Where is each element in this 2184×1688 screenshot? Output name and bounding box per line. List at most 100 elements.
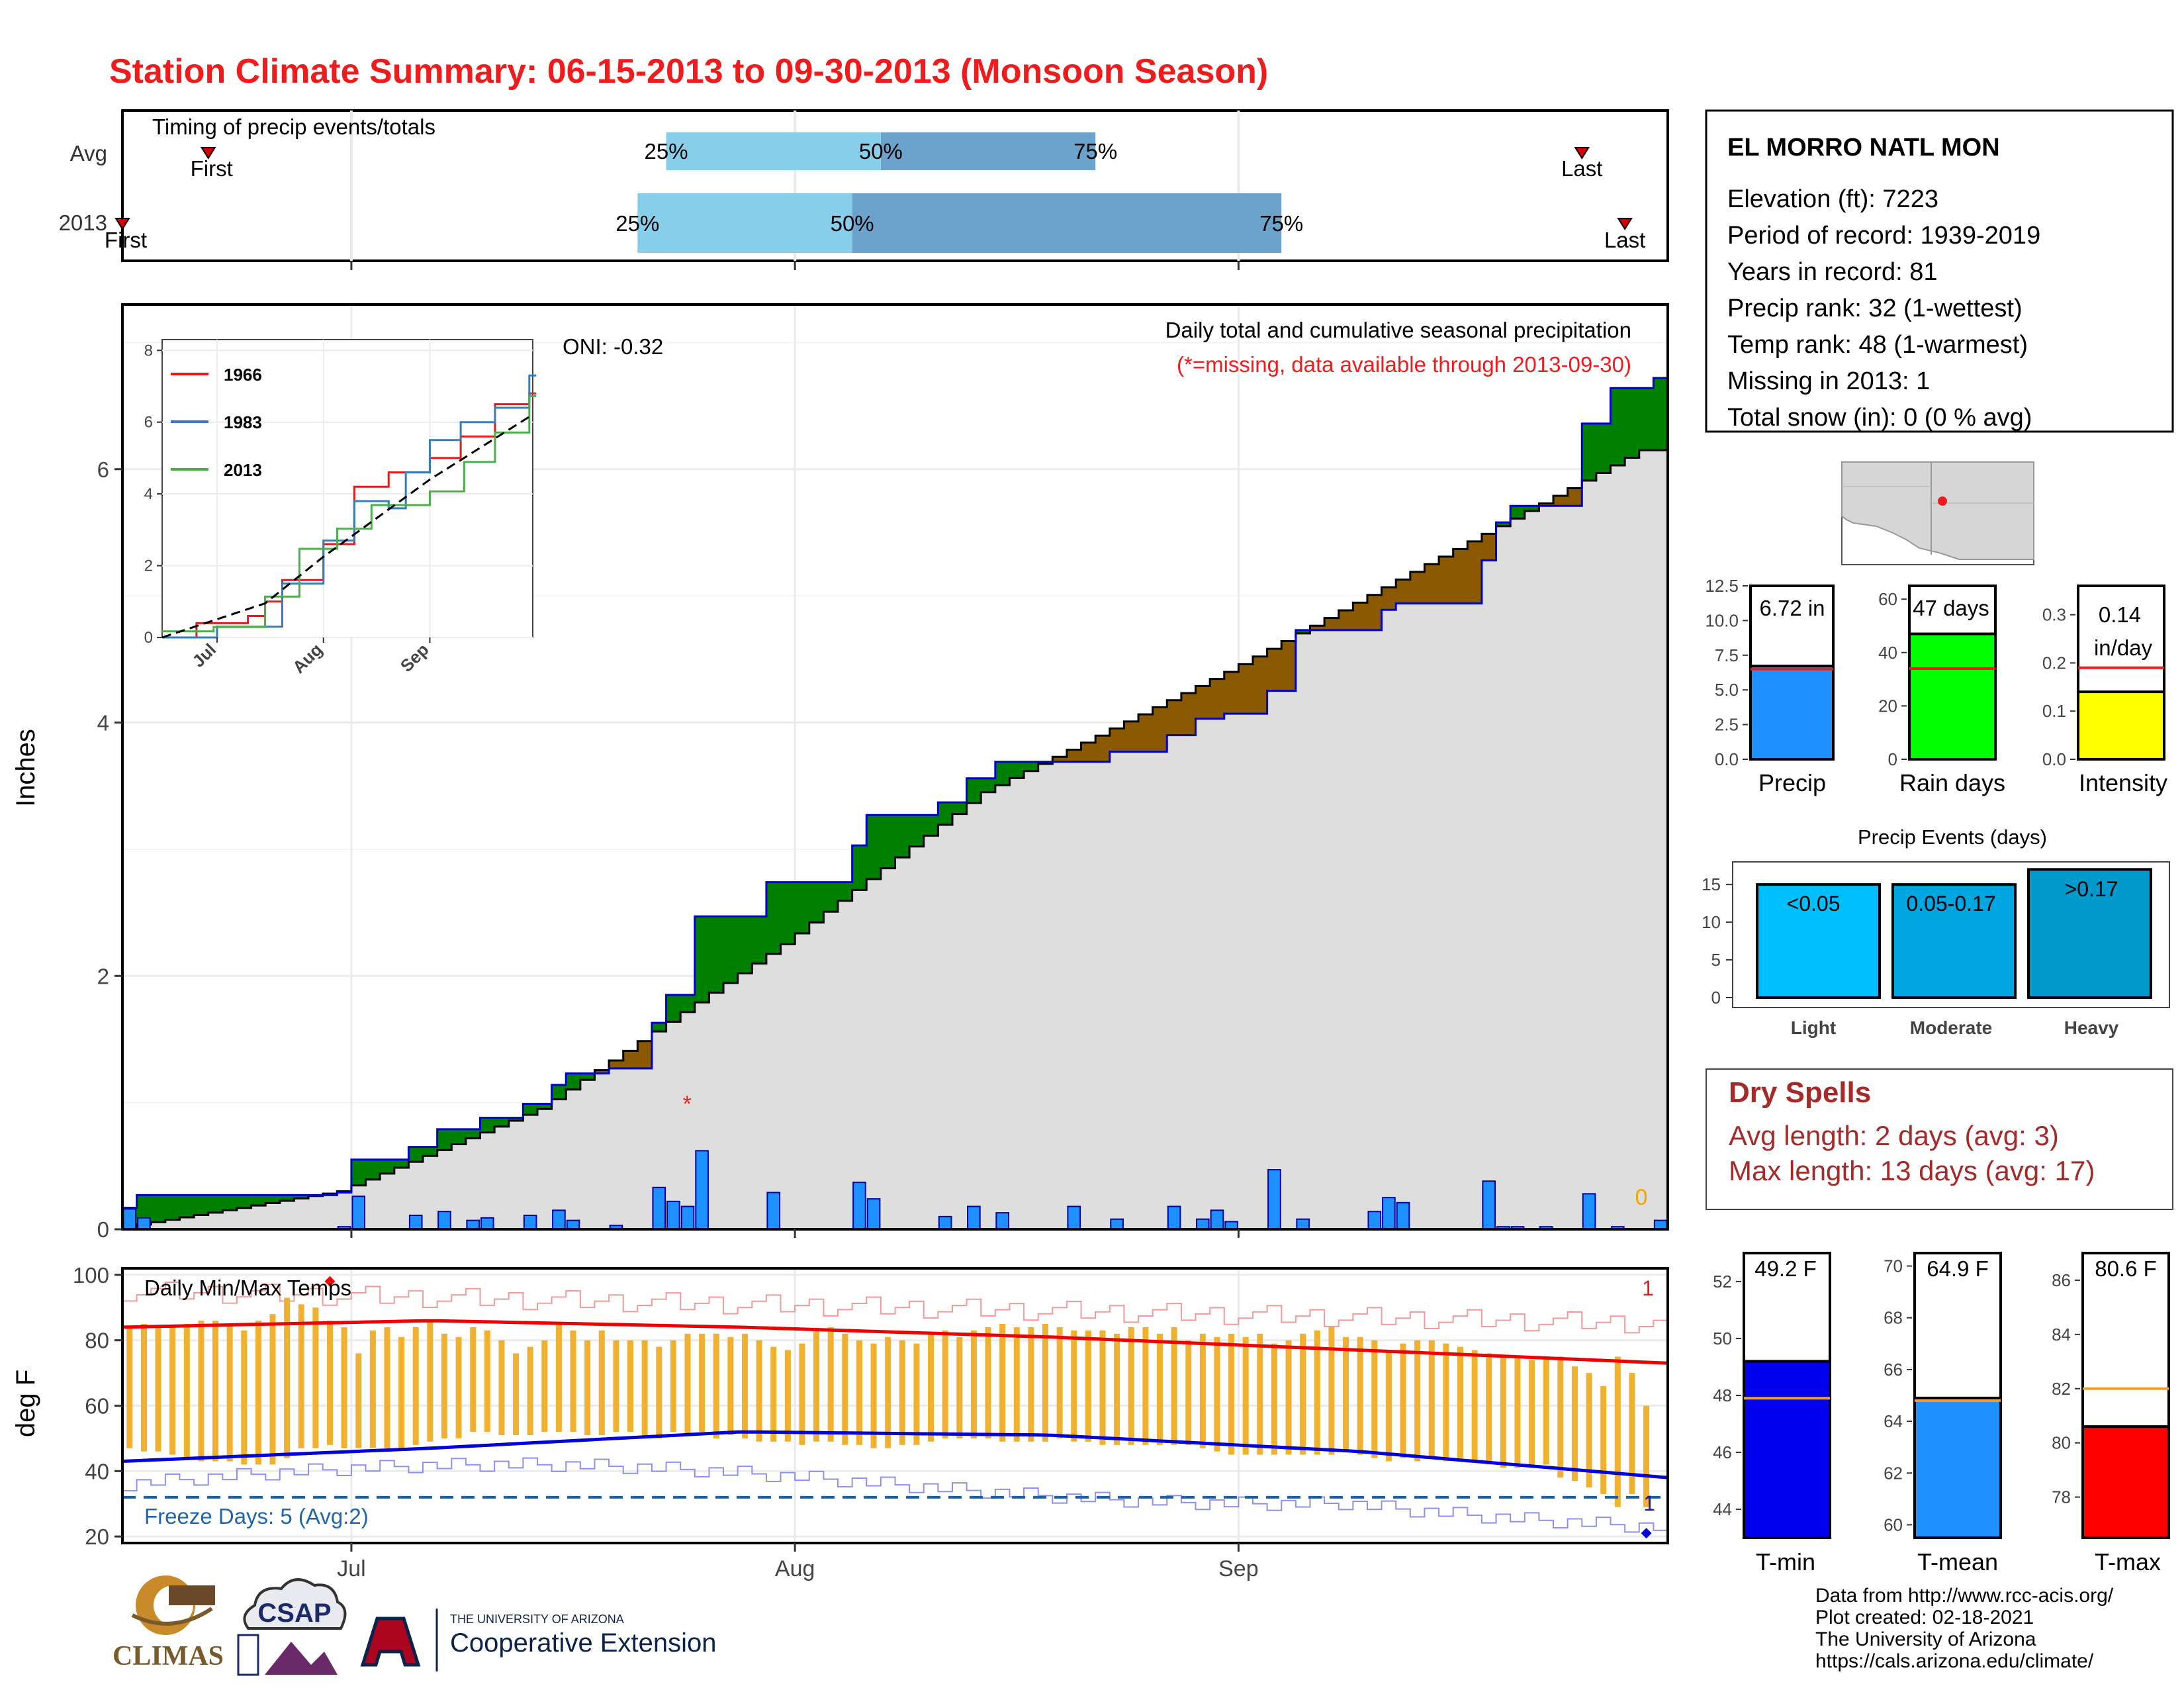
event-moderate-xlabel: Moderate — [1910, 1017, 1992, 1038]
temp-range-bar-74 — [1185, 1340, 1192, 1445]
departure-segment-87 — [1367, 594, 1383, 630]
credit-created: Plot created: 02-18-2021 — [1815, 1607, 2034, 1628]
daily-precip-bar-21 — [995, 1212, 1009, 1231]
temp-range-bar-29 — [541, 1340, 548, 1432]
daily-precip-bar-3 — [351, 1196, 366, 1231]
precip-xlabel: Precip — [1758, 769, 1826, 796]
hot-days-count: 1 — [1642, 1276, 1654, 1300]
daily-precip-bar-19 — [938, 1215, 952, 1231]
daily-precip-bar-26 — [1210, 1209, 1224, 1231]
precip-ytick-label-2: 5.0 — [1715, 680, 1739, 700]
intensity-value-label: 0.14 — [2099, 602, 2141, 627]
departure-segment-81 — [1281, 641, 1297, 691]
timing-row-2013: 2013 — [59, 211, 107, 235]
departure-segment-107 — [1653, 377, 1668, 451]
timing-first-label-0: First — [191, 156, 233, 181]
daily-precip-bar-24 — [1167, 1205, 1181, 1231]
temp-range-bar-59 — [970, 1330, 977, 1438]
climas-wordmark: CLIMAS — [113, 1641, 224, 1671]
precip-ytick-label-2: 4 — [97, 711, 109, 735]
raindays-ytick-label-3: 60 — [1878, 589, 1897, 609]
tmax-ytick-label-4: 86 — [2052, 1270, 2071, 1290]
inset-ytick-label-3: 6 — [144, 414, 153, 432]
tmean-xlabel: T-mean — [1917, 1548, 1998, 1575]
inset-series-2013 — [162, 395, 537, 633]
intensity-ytick-label-2: 0.2 — [2042, 653, 2066, 673]
departure-segment-74 — [1181, 693, 1197, 735]
daily-precip-bar-23 — [1110, 1218, 1124, 1231]
departure-segment-98 — [1524, 506, 1540, 511]
event-light-xlabel: Light — [1791, 1017, 1836, 1038]
daily-precip-bar-29 — [1296, 1218, 1310, 1231]
temp-range-bar-42 — [727, 1336, 734, 1435]
location-map — [1841, 461, 2034, 565]
temp-range-bar-21 — [427, 1321, 433, 1442]
departure-segment-12 — [294, 1195, 309, 1199]
departure-segment-9 — [251, 1195, 266, 1206]
timing-p25-0: 25% — [645, 139, 688, 164]
temp-range-bar-12 — [298, 1304, 304, 1448]
temp-range-bar-27 — [513, 1353, 520, 1435]
tmean-ytick-label-1: 62 — [1884, 1463, 1903, 1483]
departure-segment-95 — [1481, 534, 1497, 561]
temp-range-bar-38 — [670, 1340, 676, 1432]
precip-ytick-label-3: 6 — [97, 457, 109, 482]
timing-row-avg: Avg — [70, 141, 107, 165]
timing-bar-q2-1 — [852, 193, 1282, 253]
temp-range-bar-8 — [241, 1330, 248, 1465]
departure-segment-80 — [1267, 649, 1282, 691]
departure-segment-6 — [208, 1195, 223, 1213]
departure-segment-100 — [1553, 495, 1569, 506]
departure-segment-76 — [1210, 679, 1225, 719]
temp-range-bar-99 — [1543, 1356, 1549, 1465]
departure-segment-22 — [437, 1129, 452, 1150]
intensity-xlabel: Intensity — [2079, 769, 2167, 796]
departure-segment-19 — [394, 1159, 410, 1168]
temp-range-bar-77 — [1228, 1333, 1235, 1455]
inset-ytick-label-1: 2 — [144, 557, 153, 575]
legend-1966: 1966 — [224, 365, 262, 385]
temp-range-bar-85 — [1343, 1336, 1349, 1452]
intensity-ytick-label-1: 0.1 — [2042, 701, 2066, 721]
temp-range-bar-73 — [1171, 1327, 1177, 1445]
departure-segment-24 — [465, 1129, 481, 1139]
temp-range-bar-4 — [183, 1323, 190, 1458]
timing-label: Timing of precip events/totals — [152, 115, 435, 139]
raindays-ytick-label-2: 40 — [1878, 643, 1897, 663]
temps-ytick-label-2: 60 — [85, 1394, 109, 1419]
daily-precip-bar-0 — [122, 1208, 137, 1231]
departure-segment-10 — [265, 1195, 281, 1203]
tmax-ytick-label-2: 82 — [2052, 1379, 2071, 1399]
daily-precip-bar-5 — [437, 1211, 451, 1231]
temp-range-bar-16 — [355, 1353, 362, 1448]
departure-segment-40 — [694, 916, 710, 1003]
departure-segment-45 — [766, 882, 782, 955]
temp-range-bar-84 — [1328, 1327, 1335, 1455]
temp-range-bar-71 — [1142, 1327, 1149, 1445]
departure-segment-70 — [1124, 721, 1139, 752]
events-ytick-label-1: 5 — [1711, 950, 1721, 970]
event-heavy-label: >0.17 — [2065, 877, 2118, 901]
csap-cloud-icon — [243, 1578, 347, 1630]
precip-ytick-label-4: 10.0 — [1705, 610, 1739, 630]
temp-range-bar-76 — [1214, 1336, 1220, 1452]
departure-segment-18 — [380, 1159, 395, 1174]
departure-segment-25 — [480, 1117, 495, 1133]
departure-segment-46 — [780, 882, 796, 945]
departure-segment-75 — [1195, 686, 1210, 719]
precip-ytick-label-0: 0 — [97, 1217, 109, 1242]
timing-last-label-0: Last — [1561, 156, 1602, 181]
departure-segment-62 — [1009, 761, 1024, 778]
temp-range-bar-32 — [584, 1340, 591, 1435]
departure-segment-28 — [523, 1103, 538, 1115]
departure-segment-56 — [923, 815, 938, 836]
departure-segment-30 — [551, 1084, 567, 1100]
departure-segment-3 — [165, 1195, 181, 1220]
temps-ylabel: deg F — [11, 1370, 40, 1437]
temp-range-bar-41 — [713, 1333, 719, 1438]
temp-range-bar-75 — [1199, 1333, 1206, 1448]
timing-p75-0: 75% — [1073, 139, 1117, 164]
temp-range-bar-54 — [899, 1340, 905, 1445]
departure-segment-4 — [179, 1195, 195, 1218]
